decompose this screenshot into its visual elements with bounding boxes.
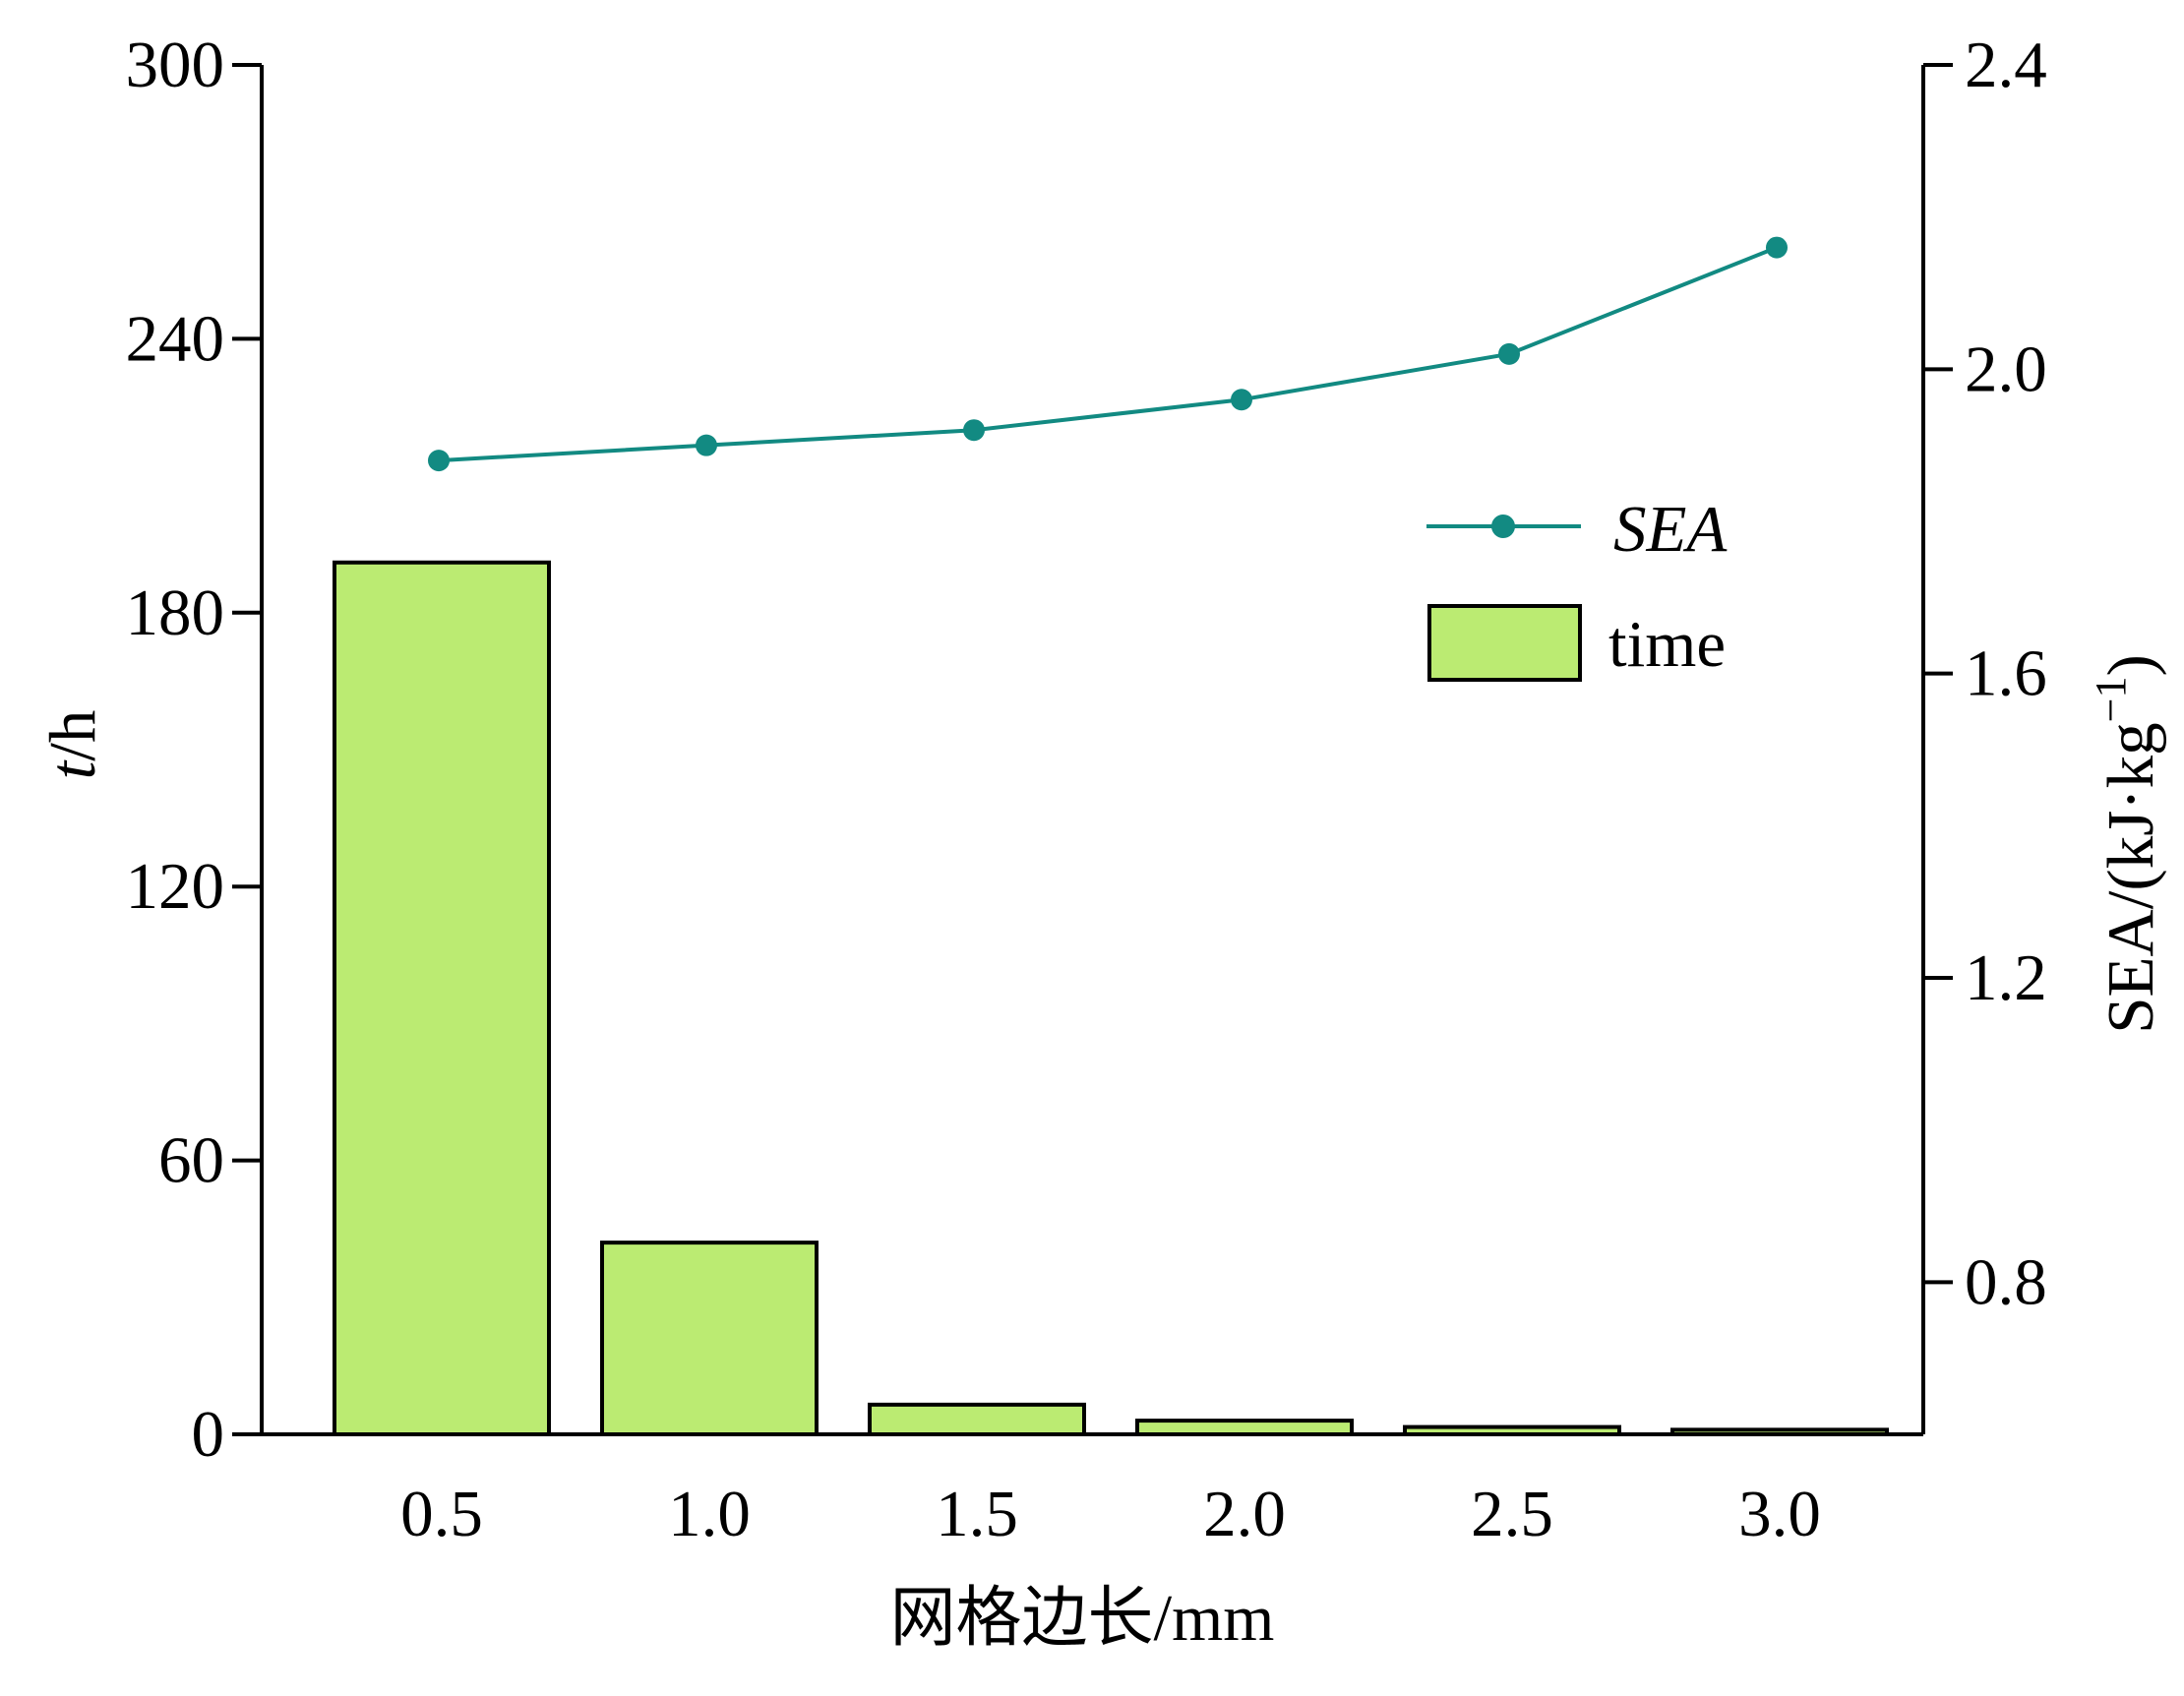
sea-point-2.0 (1231, 389, 1252, 411)
y-left-tick-label: 120 (126, 850, 225, 923)
y-left-tick-label: 300 (126, 29, 225, 101)
sea-point-1.5 (963, 419, 985, 442)
sea-series (428, 236, 1788, 472)
axes: 0 60 120 180 240 300 0.8 1.2 1.6 2.0 2.4 0.5 1.0 1.5 2… (126, 29, 2047, 1550)
y-right-title-sup: −1 (2087, 677, 2135, 723)
time-bar-1.5 (868, 1402, 1086, 1436)
y-right-tick-label: 1.2 (1965, 941, 2047, 1014)
sea-point-0.5 (428, 450, 450, 472)
sea-point-3.0 (1766, 236, 1788, 259)
y-right-title-close: ) (2094, 654, 2167, 676)
y-right-tick-label: 2.4 (1965, 29, 2047, 101)
x-axis-title: 网格边长/mm (890, 1582, 1275, 1655)
sea-line (438, 245, 1778, 463)
legend: SEA time (1426, 493, 1728, 682)
time-bar-2.0 (1135, 1419, 1354, 1436)
x-tick-label: 0.5 (400, 1478, 483, 1550)
x-tick-label: 2.0 (1203, 1478, 1286, 1550)
y-left-axis-title: t/h (36, 710, 109, 780)
y-right-title-main: SEA/(kJ·kg (2094, 722, 2167, 1033)
x-tick-label: 1.0 (668, 1478, 751, 1550)
y-right-tick-label: 0.8 (1965, 1245, 2047, 1318)
x-tick-label: 1.5 (936, 1478, 1018, 1550)
y-left-tick-label: 0 (192, 1398, 225, 1471)
y-left-tick-label: 240 (126, 302, 225, 375)
y-left-title-unit: /h (36, 710, 109, 761)
sea-point-1.0 (696, 434, 717, 456)
y-left-title-var: t (36, 759, 109, 779)
y-right-tick-label: 1.6 (1965, 637, 2047, 710)
y-left-tick-label: 60 (158, 1124, 224, 1197)
time-bar-1.0 (600, 1241, 819, 1436)
sea-point-2.5 (1498, 342, 1520, 365)
time-bars (333, 560, 1889, 1437)
y-left-tick-label: 180 (126, 576, 225, 649)
legend-sea-label: SEA (1613, 493, 1728, 566)
y-right-tick-label: 2.0 (1965, 333, 2047, 405)
legend-time-swatch (1427, 604, 1582, 682)
time-bar-0.5 (333, 560, 551, 1436)
y-right-axis-title: SEA/(kJ·kg−1) (2087, 654, 2167, 1034)
x-tick-label: 2.5 (1471, 1478, 1553, 1550)
axis-labels: 网格边长/mm t/h SEA/(kJ·kg−1) (36, 654, 2167, 1655)
legend-sea-marker (1491, 515, 1515, 538)
legend-time-label: time (1608, 608, 1726, 681)
x-tick-label: 3.0 (1738, 1478, 1821, 1550)
